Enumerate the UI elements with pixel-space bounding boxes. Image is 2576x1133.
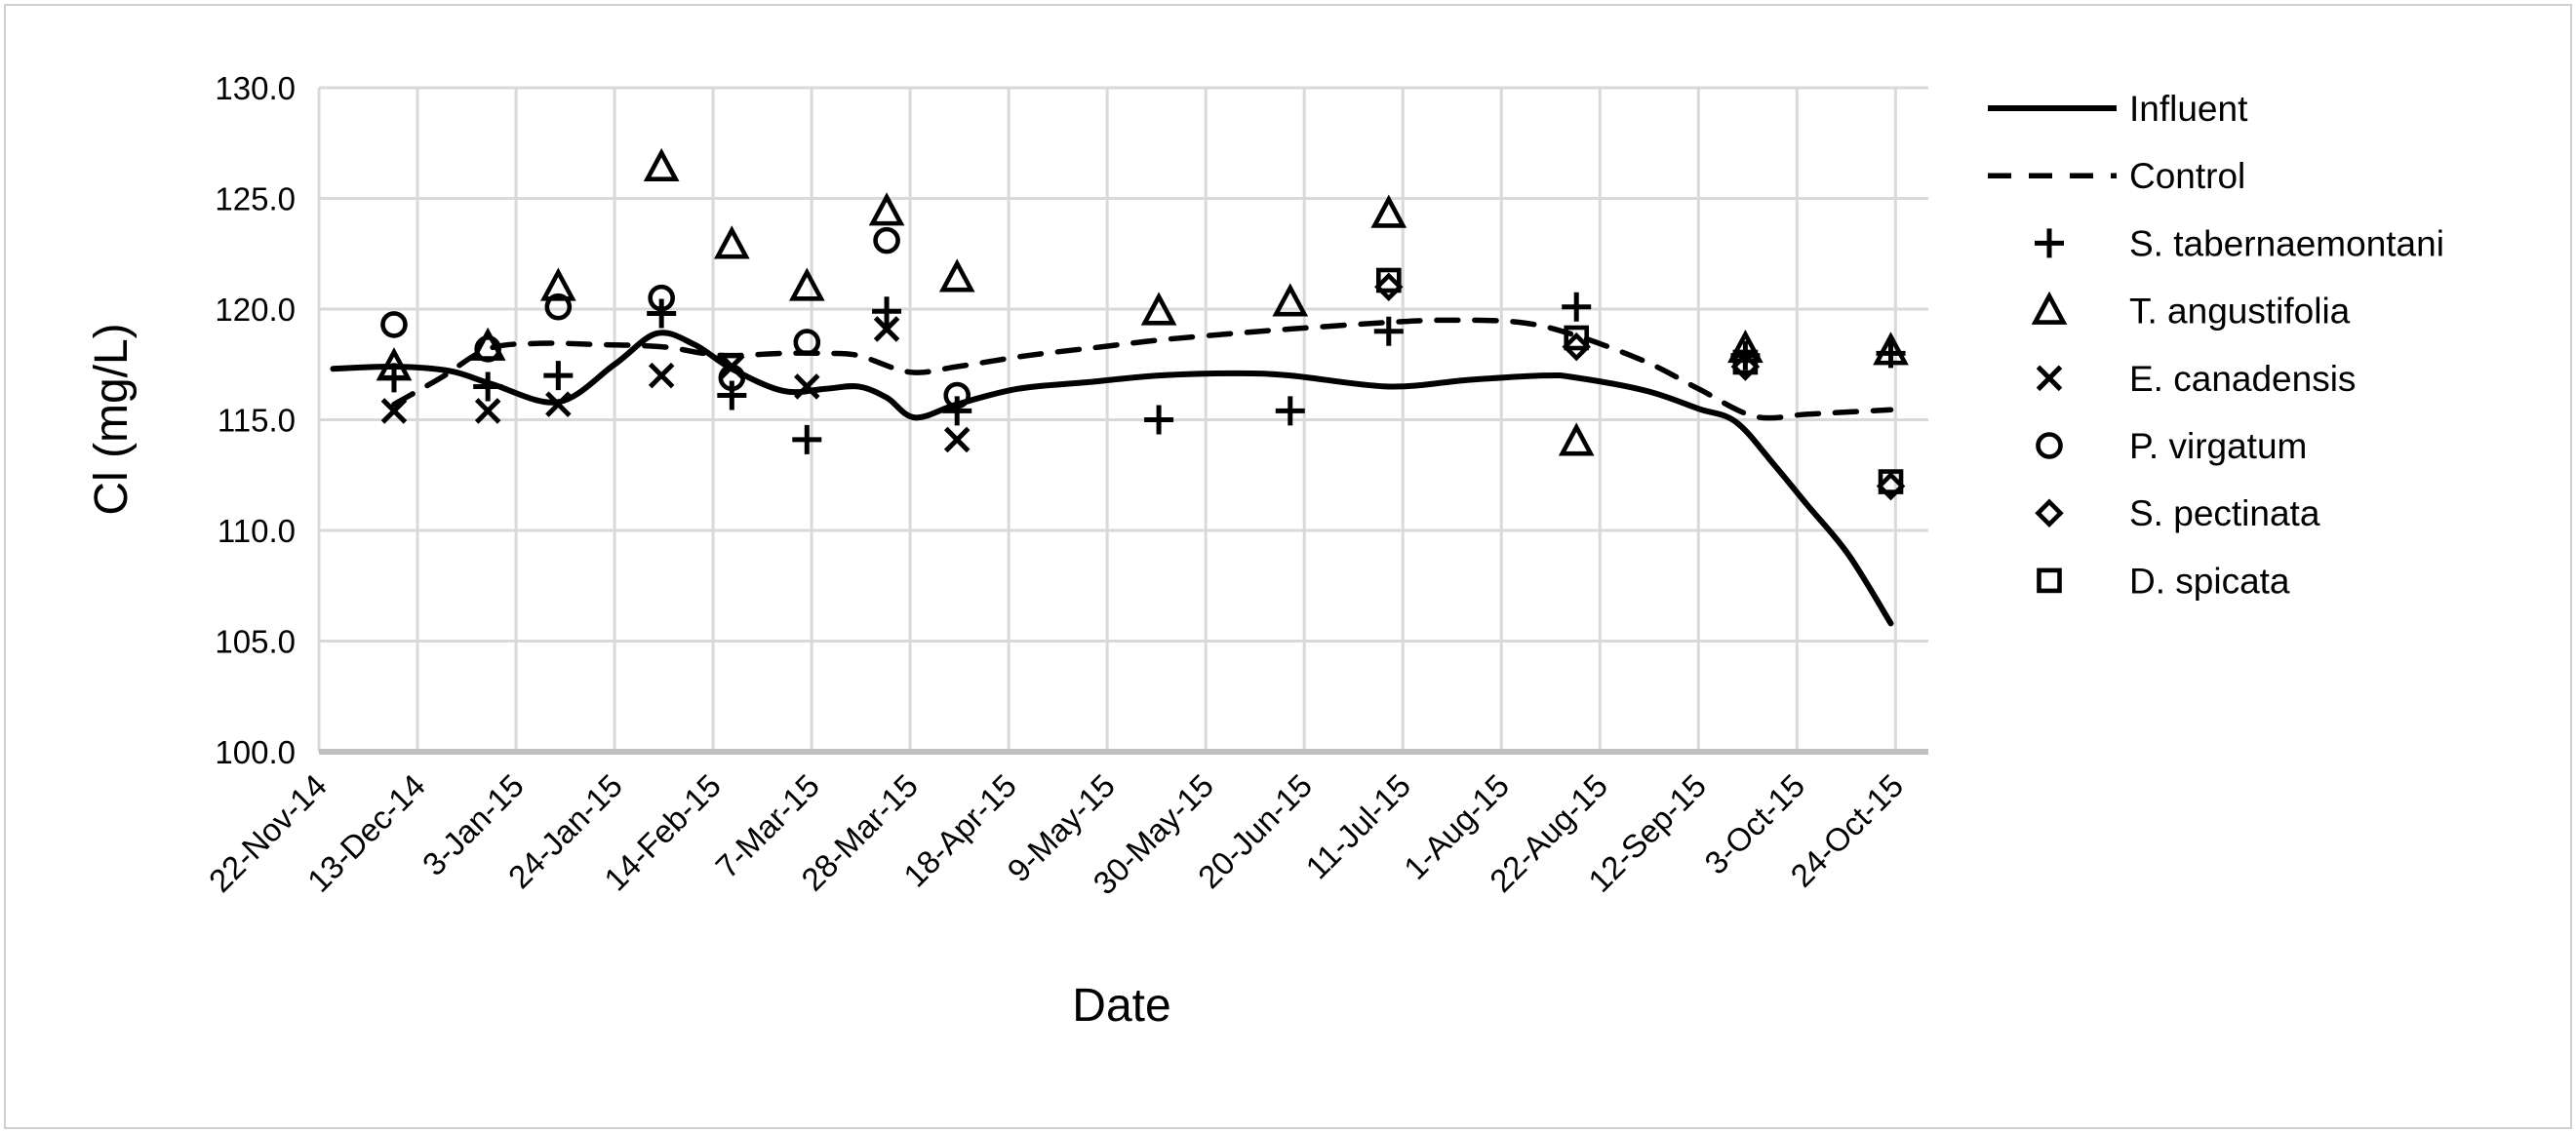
diamond-marker xyxy=(1374,272,1404,302)
diamond-marker xyxy=(1730,352,1761,381)
legend-item-influent: Influent xyxy=(1988,89,2248,129)
gridlines xyxy=(317,86,1928,755)
x-axis-title: Date xyxy=(1072,980,1170,1032)
plus-marker xyxy=(2035,228,2064,258)
triangle-marker xyxy=(539,267,576,301)
legend-item-t-angustifolia: T. angustifolia xyxy=(2031,291,2351,332)
series-s-pectinata xyxy=(1374,272,1906,501)
triangle-marker xyxy=(2031,291,2068,325)
triangle-marker xyxy=(1370,194,1407,228)
square-marker xyxy=(1732,349,1759,375)
series-p-virgatum xyxy=(380,226,971,410)
plus-marker xyxy=(647,298,677,329)
triangle-marker xyxy=(938,258,975,293)
triangle-marker xyxy=(1272,283,1309,317)
series-t-angustifolia xyxy=(376,147,1909,456)
x-marker xyxy=(873,316,900,342)
dashed-line xyxy=(391,317,1894,421)
circle-marker xyxy=(648,284,675,312)
series-d-spicata xyxy=(1375,267,1904,494)
plus-marker xyxy=(473,371,503,402)
x-marker xyxy=(545,391,572,417)
series-influent xyxy=(330,330,1894,627)
legend-label: S. pectinata xyxy=(2129,493,2320,533)
x-axis-tick-labels: 22-Nov-1413-Dec-143-Jan-1524-Jan-1514-Fe… xyxy=(202,767,1910,902)
square-marker xyxy=(1878,469,1904,494)
triangle-marker xyxy=(1558,422,1595,456)
solid-line xyxy=(330,330,1894,627)
series-control xyxy=(391,317,1894,421)
x-tick-label: 11-Jul-15 xyxy=(1298,767,1417,886)
triangle-marker xyxy=(1873,332,1909,366)
diamond-marker xyxy=(1562,332,1591,362)
y-tick-label: 130.0 xyxy=(215,70,296,106)
y-tick-label: 105.0 xyxy=(215,624,296,660)
x-marker xyxy=(474,398,501,424)
y-axis-title: Cl (mg/L) xyxy=(86,323,138,515)
x-marker xyxy=(380,398,408,424)
circle-marker xyxy=(380,311,408,338)
plus-marker xyxy=(717,380,747,410)
plus-marker xyxy=(543,361,574,391)
figure-border xyxy=(4,4,2572,1129)
legend-item-s-tabernaemontani: S. tabernaemontani xyxy=(2035,223,2444,263)
series-e-canadensis xyxy=(380,316,971,453)
square-marker xyxy=(1375,267,1402,293)
legend: Influent Control S. tabernaemontani T. angu… xyxy=(1988,89,2444,601)
circle-marker xyxy=(2036,432,2063,459)
legend-item-d-spicata: D. spicata xyxy=(2037,561,2290,601)
legend-label: Influent xyxy=(2129,89,2248,129)
plus-marker xyxy=(1144,405,1174,435)
y-axis-tick-labels: 130.0 125.0 120.0 115.0 110.0 105.0 100.0 xyxy=(215,70,296,770)
legend-label: D. spicata xyxy=(2129,561,2290,601)
circle-marker xyxy=(943,381,971,410)
x-marker xyxy=(648,362,675,389)
triangle-marker xyxy=(376,347,413,381)
triangle-marker xyxy=(713,225,750,259)
legend-item-control: Control xyxy=(1988,156,2245,196)
legend-label: E. canadensis xyxy=(2129,359,2356,399)
plus-marker xyxy=(872,296,902,327)
y-tick-label: 115.0 xyxy=(218,403,296,439)
legend-item-p-virgatum: P. virgatum xyxy=(2036,426,2307,466)
x-marker xyxy=(943,426,971,453)
series-s-tabernaemontani xyxy=(378,292,1906,454)
y-tick-label: 125.0 xyxy=(215,181,296,217)
circle-marker xyxy=(793,329,821,356)
circle-marker xyxy=(474,335,501,363)
plus-marker xyxy=(1275,396,1305,426)
x-marker xyxy=(2036,365,2063,392)
triangle-marker xyxy=(1727,329,1764,364)
circle-marker xyxy=(544,293,573,321)
triangle-marker xyxy=(1140,292,1177,326)
legend-label: Control xyxy=(2129,156,2245,196)
triangle-marker xyxy=(788,267,825,301)
triangle-marker xyxy=(643,147,680,182)
circle-marker xyxy=(873,226,900,254)
legend-label: S. tabernaemontani xyxy=(2129,223,2444,263)
legend-item-e-canadensis: E. canadensis xyxy=(2036,359,2356,399)
square-marker xyxy=(1564,325,1590,351)
x-marker xyxy=(794,373,820,400)
plus-marker xyxy=(942,396,972,426)
legend-label: P. virgatum xyxy=(2129,426,2307,466)
legend-label: T. angustifolia xyxy=(2129,292,2351,332)
diamond-marker xyxy=(1876,471,1906,501)
y-tick-label: 100.0 xyxy=(215,734,296,770)
diamond-marker xyxy=(2035,498,2064,527)
plus-marker xyxy=(1373,316,1404,346)
y-tick-label: 120.0 xyxy=(215,292,296,328)
plus-marker xyxy=(1562,292,1592,322)
legend-item-s-pectinata: S. pectinata xyxy=(2035,493,2320,533)
triangle-marker xyxy=(868,192,905,226)
y-tick-label: 110.0 xyxy=(218,513,296,549)
square-marker xyxy=(2037,567,2062,594)
plus-marker xyxy=(792,424,822,454)
circle-marker xyxy=(718,364,746,392)
plot-series xyxy=(330,147,1909,627)
